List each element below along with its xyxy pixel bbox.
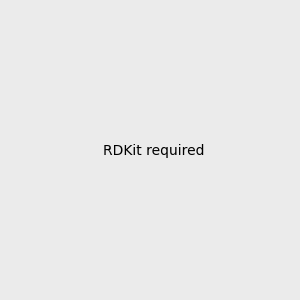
Text: RDKit required: RDKit required	[103, 145, 205, 158]
